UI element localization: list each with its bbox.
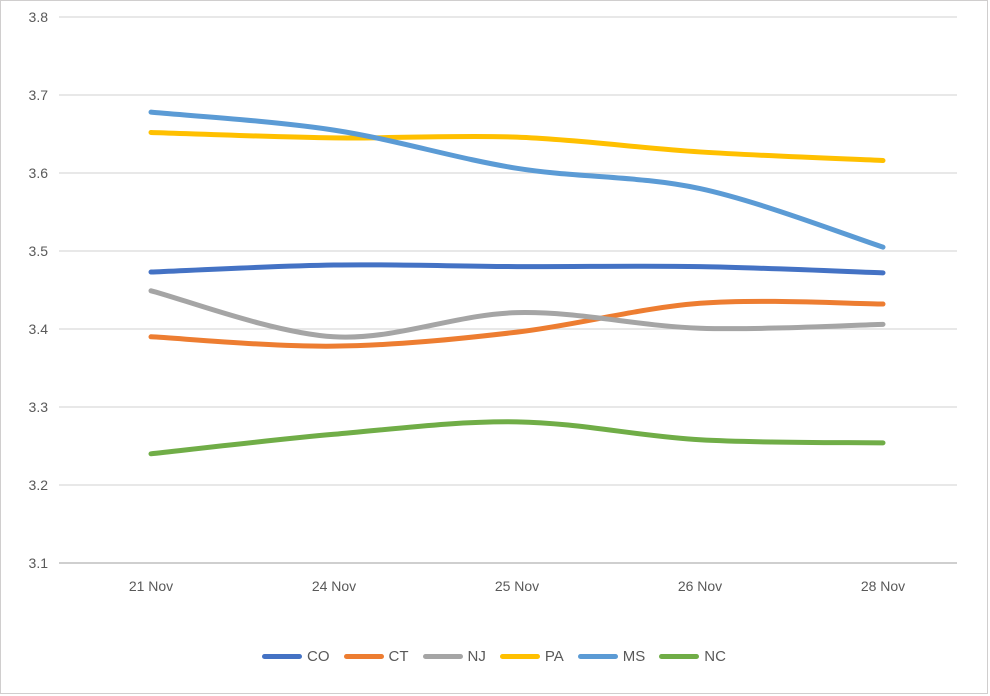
legend-label: NJ bbox=[467, 648, 486, 665]
line-chart: 3.1 3.2 3.3 3.4 3.5 3.6 3.7 3.8 21 Nov 24 Nov 25 N… bbox=[29, 9, 957, 594]
series-line-CT bbox=[148, 298, 886, 349]
legend: CO CT NJ PA MS NC bbox=[1, 649, 987, 664]
y-tick-label: 3.6 bbox=[29, 165, 49, 181]
legend-item-NJ[interactable]: NJ bbox=[422, 648, 486, 665]
x-tick-label: 28 Nov bbox=[861, 578, 905, 594]
legend-label: NC bbox=[704, 648, 726, 665]
legend-swatch-icon bbox=[262, 654, 303, 659]
series-line-MS bbox=[148, 109, 886, 250]
legend-label: PA bbox=[544, 648, 564, 665]
x-tick-label: 24 Nov bbox=[312, 578, 356, 594]
legend-item-MS[interactable]: MS bbox=[577, 648, 646, 665]
x-tick-label: 26 Nov bbox=[678, 578, 722, 594]
legend-swatch-icon bbox=[343, 654, 384, 659]
y-tick-label: 3.1 bbox=[29, 555, 49, 571]
x-tick-label: 25 Nov bbox=[495, 578, 539, 594]
y-tick-label: 3.7 bbox=[29, 87, 49, 103]
legend-item-CO[interactable]: CO bbox=[262, 649, 330, 664]
legend-label: CT bbox=[388, 648, 409, 665]
legend-swatch-icon bbox=[422, 654, 463, 659]
legend-swatch-icon bbox=[577, 654, 618, 659]
series-line-NC bbox=[148, 419, 886, 457]
y-tick-label: 3.2 bbox=[29, 477, 49, 493]
x-tick-label: 21 Nov bbox=[129, 578, 173, 594]
legend-swatch-icon bbox=[499, 654, 540, 659]
legend-item-NC[interactable]: NC bbox=[659, 649, 726, 664]
series-line-NJ bbox=[148, 288, 886, 340]
legend-item-CT[interactable]: CT bbox=[343, 648, 409, 665]
legend-label: CO bbox=[307, 648, 330, 665]
series-line-PA bbox=[148, 129, 886, 164]
y-tick-label: 3.4 bbox=[29, 321, 49, 337]
y-tick-label: 3.5 bbox=[29, 243, 49, 259]
legend-swatch-icon bbox=[659, 654, 700, 659]
series-line-CO bbox=[148, 262, 886, 276]
y-tick-label: 3.8 bbox=[29, 9, 49, 25]
legend-label: MS bbox=[622, 648, 646, 665]
legend-item-PA[interactable]: PA bbox=[499, 648, 564, 665]
y-tick-label: 3.3 bbox=[29, 399, 49, 415]
